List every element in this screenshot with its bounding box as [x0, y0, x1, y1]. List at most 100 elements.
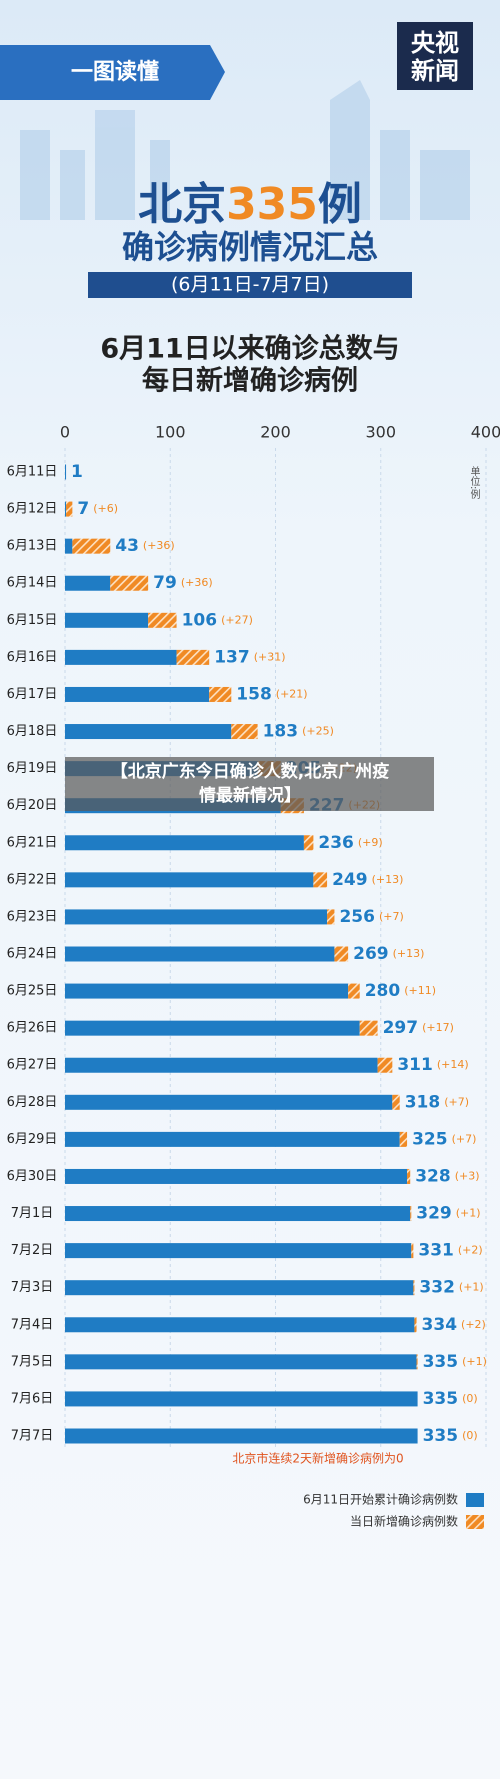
total-label: 335: [423, 1426, 459, 1446]
overlay-text: 情最新情况】: [199, 785, 301, 806]
total-label: 79: [153, 573, 177, 593]
increment-label: (+2): [458, 1244, 483, 1257]
y-tick-label: 6月11日: [7, 465, 58, 480]
unit-label: 单位:例: [468, 466, 480, 500]
bar-cumulative: [65, 1243, 412, 1259]
total-label: 43: [115, 536, 139, 556]
bar-cumulative: [65, 1057, 378, 1073]
legend-swatch: [466, 1515, 484, 1529]
total-label: 331: [418, 1241, 454, 1261]
total-label: 280: [365, 981, 401, 1001]
chart-title: 每日新增确诊病例: [142, 365, 358, 397]
total-label: 183: [263, 722, 299, 742]
date-band: [88, 272, 412, 298]
bar-new: [407, 1168, 411, 1184]
bar-cumulative: [65, 686, 210, 702]
bar-new: [411, 1243, 414, 1259]
bar-cumulative: [65, 1391, 418, 1407]
x-tick-label: 300: [365, 423, 396, 442]
y-tick-label: 6月24日: [7, 947, 58, 962]
bar-new: [303, 835, 314, 851]
y-tick-label: 7月7日: [11, 1429, 54, 1444]
plot: 0 100 200 300 400 6月11日 1 6月12日 7 (+6) 6月13日 43 (+36…: [7, 423, 500, 1529]
increment-label: (+1): [456, 1207, 481, 1220]
bar-cumulative: [65, 983, 349, 999]
bar-cumulative: [65, 1317, 415, 1333]
increment-label: (+36): [143, 539, 175, 552]
bar-new: [327, 909, 335, 925]
bar-cumulative: [65, 1020, 360, 1036]
bar-cumulative: [65, 1131, 400, 1147]
total-label: 329: [416, 1204, 452, 1224]
legend-label: 6月11日开始累计确诊病例数: [303, 1492, 458, 1507]
bar-new: [313, 872, 328, 888]
overlay-text: 【北京广东今日确诊人数,北京广州疫: [111, 761, 389, 782]
bar-cumulative: [65, 1206, 411, 1222]
bar-cumulative: [65, 464, 67, 480]
x-tick-label: 400: [471, 423, 500, 442]
y-tick-label: 6月12日: [7, 502, 58, 517]
bar-cumulative: [65, 575, 111, 591]
y-tick-label: 6月19日: [7, 761, 58, 776]
increment-label: (+2): [461, 1318, 486, 1331]
bar-new: [209, 686, 232, 702]
bar-cumulative: [65, 1428, 418, 1444]
x-tick-label: 0: [60, 423, 70, 442]
increment-label: (0): [462, 1392, 478, 1405]
legend-label: 当日新增确诊病例数: [350, 1514, 458, 1529]
badge: 一图读懂: [71, 59, 159, 85]
y-tick-label: 7月4日: [11, 1317, 54, 1332]
total-label: 332: [419, 1278, 455, 1298]
total-label: 318: [405, 1092, 441, 1112]
logo: 新闻: [411, 57, 459, 85]
overlay-box: [65, 757, 434, 811]
date-range: (6月11日-7月7日): [171, 274, 329, 296]
y-tick-label: 6月27日: [7, 1058, 58, 1073]
increment-label: (+17): [422, 1021, 454, 1034]
y-tick-label: 7月3日: [11, 1280, 54, 1295]
bar-new: [410, 1206, 412, 1222]
y-tick-label: 7月2日: [11, 1243, 54, 1258]
y-tick-label: 6月25日: [7, 984, 58, 999]
y-tick-label: 6月14日: [7, 576, 58, 591]
x-tick-label: 100: [155, 423, 186, 442]
bar-new: [110, 575, 149, 591]
chart-title: 6月11日以来确诊总数与: [100, 333, 399, 365]
y-tick-label: 6月30日: [7, 1169, 58, 1184]
increment-label: (+7): [444, 1095, 469, 1108]
bar-cumulative: [65, 1094, 393, 1110]
increment-label: (0): [462, 1429, 478, 1442]
total-label: 328: [415, 1166, 451, 1186]
logo: 央视: [411, 29, 459, 57]
y-tick-label: 6月15日: [7, 613, 58, 628]
y-tick-label: 6月16日: [7, 650, 58, 665]
bar-cumulative: [65, 909, 328, 925]
bar-new: [148, 612, 177, 628]
bar-new: [399, 1131, 408, 1147]
total-label: 158: [236, 684, 271, 704]
bar-cumulative: [65, 1168, 408, 1184]
increment-label: (+3): [455, 1169, 480, 1182]
total-label: 269: [353, 944, 389, 964]
bar-new: [176, 649, 210, 665]
increment-label: (+11): [404, 984, 436, 997]
bar-new: [231, 724, 258, 740]
increment-label: (+31): [254, 650, 286, 663]
increment-label: (+14): [437, 1058, 469, 1071]
y-tick-label: 7月5日: [11, 1354, 54, 1369]
headline: 北京335例: [138, 179, 362, 230]
subtitle: 确诊病例情况汇总: [122, 228, 378, 266]
total-label: 311: [397, 1055, 433, 1075]
bar-new: [72, 538, 111, 554]
y-tick-label: 7月1日: [11, 1206, 54, 1221]
total-label: 236: [318, 833, 354, 853]
headline-number: 335: [226, 179, 318, 230]
bar-new: [413, 1280, 415, 1296]
total-label: 1: [71, 462, 83, 482]
logo-box: [397, 22, 473, 90]
bar-new: [359, 1020, 378, 1036]
bar-cumulative: [65, 1280, 414, 1296]
bar-cumulative: [65, 872, 314, 888]
